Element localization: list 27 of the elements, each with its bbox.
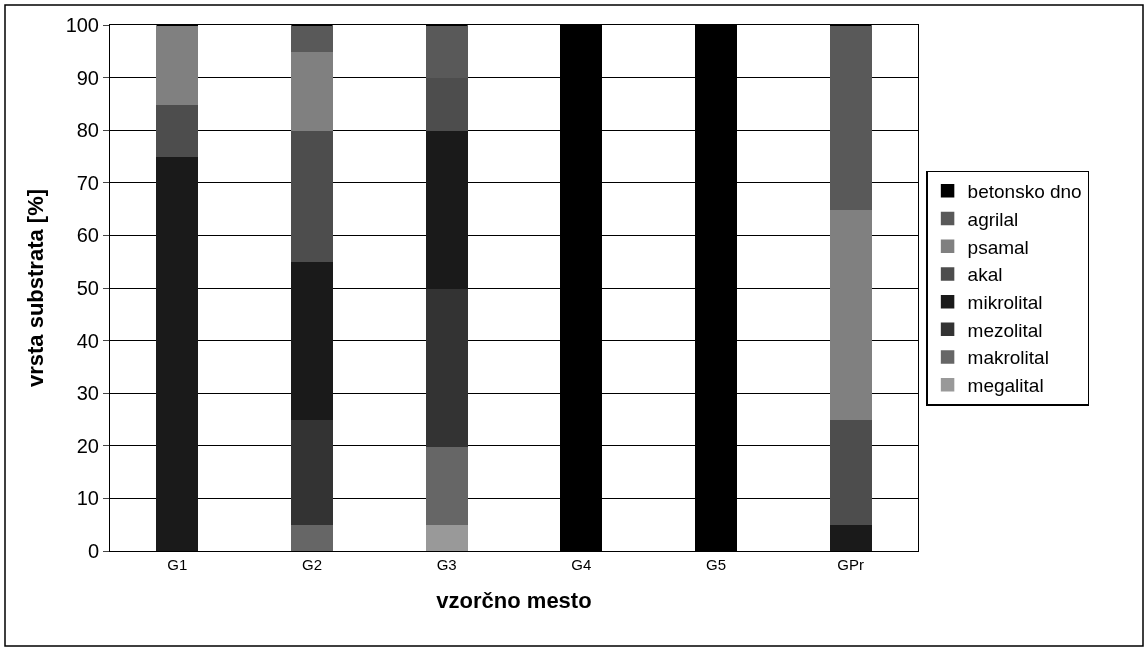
y-tick-label: 60 xyxy=(76,224,99,247)
x-tick-label: G5 xyxy=(705,556,727,573)
x-axis-title: vzorčno mesto xyxy=(436,587,592,613)
legend-label: mezolital xyxy=(967,319,1043,341)
x-tick-label: GPr xyxy=(837,556,865,573)
y-axis-title: vrsta substrata [%] xyxy=(23,188,49,388)
y-tick-label: 30 xyxy=(76,382,99,405)
legend-label: agrilal xyxy=(967,208,1019,230)
legend-label: mikrolital xyxy=(967,292,1043,314)
y-tick-label: 100 xyxy=(65,14,99,36)
x-tick-label: G4 xyxy=(571,556,592,573)
y-tick-label: 50 xyxy=(76,277,99,299)
y-tick-label: 90 xyxy=(76,66,99,89)
legend-label: megalital xyxy=(967,375,1044,397)
legend-label: makrolital xyxy=(967,347,1049,369)
y-tick-label: 20 xyxy=(76,434,99,457)
y-tick-label: 0 xyxy=(87,540,99,562)
x-tick-label: G1 xyxy=(167,556,188,573)
legend-label: betonsko dno xyxy=(967,181,1082,203)
y-tick-label: 10 xyxy=(76,487,99,510)
y-tick-label: 40 xyxy=(76,329,99,352)
x-tick-label: G3 xyxy=(436,556,457,573)
y-tick-label: 80 xyxy=(76,119,99,142)
legend-label: psamal xyxy=(967,236,1029,258)
x-tick-label: G2 xyxy=(301,556,323,573)
legend-label: akal xyxy=(967,264,1003,286)
y-tick-label: 70 xyxy=(76,171,99,194)
